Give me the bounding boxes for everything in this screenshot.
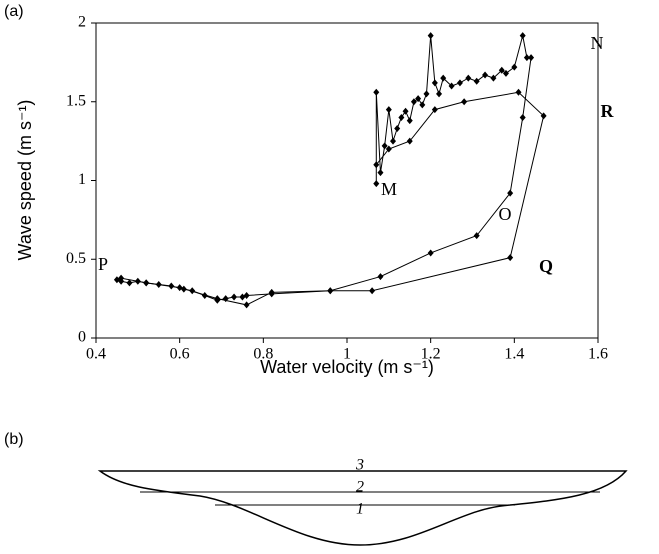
y-tick-label: 2	[78, 14, 86, 31]
level-label: 1	[356, 501, 364, 518]
annotation: M	[381, 179, 397, 199]
point	[515, 88, 522, 96]
point	[427, 32, 434, 40]
point	[436, 90, 443, 98]
series-line	[116, 91, 545, 301]
y-tick-label: 1.5	[66, 92, 86, 109]
channel-section	[97, 470, 628, 546]
level-label: 3	[355, 457, 364, 474]
y-axis-label: Wave speed (m s⁻¹)	[15, 100, 35, 261]
point	[406, 137, 413, 145]
point	[431, 79, 438, 87]
point	[507, 254, 514, 262]
point	[502, 69, 509, 77]
annotation: N	[591, 33, 604, 53]
point	[385, 106, 392, 114]
point	[243, 301, 250, 309]
point	[473, 232, 480, 240]
point	[540, 112, 547, 120]
panel-label: (a)	[4, 3, 24, 20]
annotation: O	[499, 204, 512, 224]
point	[440, 74, 447, 82]
point	[377, 273, 384, 281]
point	[381, 142, 388, 150]
series-line	[121, 35, 532, 306]
point	[369, 287, 376, 295]
point	[394, 125, 401, 133]
point	[415, 95, 422, 103]
point	[402, 107, 409, 115]
panel-label: (b)	[4, 431, 24, 448]
point	[519, 114, 526, 121]
annotation: R	[601, 101, 615, 121]
point	[465, 74, 472, 82]
point	[176, 284, 183, 292]
point	[410, 98, 417, 106]
point	[126, 279, 133, 287]
point	[519, 32, 526, 40]
point	[448, 82, 455, 90]
point	[490, 74, 497, 82]
point	[456, 79, 463, 87]
point	[143, 279, 150, 287]
point	[482, 71, 489, 79]
point	[423, 90, 430, 98]
point	[431, 106, 438, 114]
point	[268, 288, 275, 296]
point	[214, 295, 221, 303]
point	[373, 180, 380, 188]
point	[118, 274, 125, 282]
x-tick-label: 0.6	[170, 346, 190, 363]
y-tick-label: 0.5	[66, 250, 86, 267]
point	[406, 117, 413, 125]
point	[511, 63, 518, 71]
x-tick-label: 0.4	[86, 346, 106, 363]
point	[377, 169, 384, 177]
x-tick-label: 1	[343, 346, 351, 363]
point	[327, 287, 334, 295]
point	[243, 291, 250, 299]
point	[507, 189, 514, 197]
x-axis-label: Water velocity (m s⁻¹)	[260, 357, 434, 377]
point	[398, 114, 405, 121]
point	[473, 77, 480, 85]
annotation: P	[98, 254, 108, 274]
point	[419, 101, 426, 109]
point	[201, 291, 208, 299]
point	[373, 88, 380, 96]
point	[523, 54, 530, 62]
point	[528, 54, 535, 62]
point	[189, 287, 196, 295]
point	[231, 293, 238, 301]
x-tick-label: 1.6	[588, 346, 608, 363]
y-tick-label: 1	[78, 171, 86, 188]
point	[390, 137, 397, 145]
y-tick-label: 0	[78, 329, 86, 346]
x-tick-label: 1.2	[421, 346, 441, 363]
point	[498, 66, 505, 74]
x-tick-label: 0.8	[253, 346, 273, 363]
x-tick-label: 1.4	[504, 346, 524, 363]
point	[461, 98, 468, 106]
level-label: 2	[356, 479, 364, 496]
annotation: Q	[539, 256, 553, 276]
point	[427, 249, 434, 257]
point	[385, 145, 392, 153]
